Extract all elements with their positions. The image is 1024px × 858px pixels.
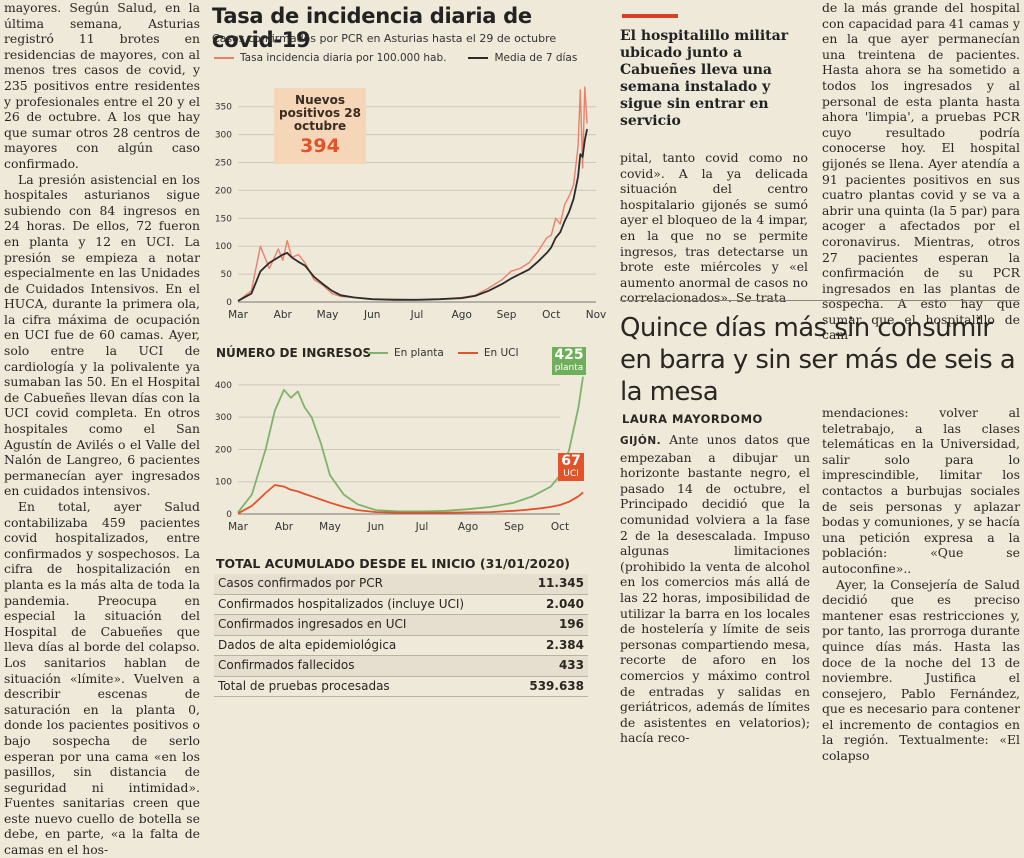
y-tick-label: 250 xyxy=(215,159,232,169)
incidence-chart: 0 50 100 150 200 250 300 350 Mar Abr May Jun Jul Ago S… xyxy=(215,86,607,321)
row-label: Dados de alta epidemiológica xyxy=(218,637,397,652)
series-line xyxy=(237,484,584,515)
article-author: LAURA MAYORDOMO xyxy=(622,412,763,426)
x-tick-label: Sep xyxy=(497,309,517,321)
table-row: Confirmados fallecidos 433 xyxy=(214,656,588,677)
admissions-chart-title: NÚMERO DE INGRESOS xyxy=(216,346,372,360)
paragraph: Ante unos datos que empezaban a dibujar … xyxy=(620,432,810,746)
y-tick-label: 400 xyxy=(215,381,232,391)
row-label: Total de pruebas procesadas xyxy=(218,678,390,693)
row-value: 11.345 xyxy=(537,576,584,590)
y-tick-label: 300 xyxy=(215,413,232,423)
row-value: 2.384 xyxy=(546,637,584,652)
series-line xyxy=(237,376,584,513)
x-tick-label: May xyxy=(319,521,341,533)
paragraph: de la más grande del hospital con capaci… xyxy=(822,0,1020,343)
paragraph: pital, tanto covid como no covid». A la … xyxy=(620,150,808,306)
y-tick-label: 100 xyxy=(215,478,232,488)
legend-swatch-avg xyxy=(468,57,489,59)
legend-label-planta: En planta xyxy=(394,347,444,359)
table-row: Total de pruebas procesadas 539.638 xyxy=(214,677,588,697)
row-value: 2.040 xyxy=(546,596,584,611)
new-positives-callout: Nuevos positivos 28 octubre 394 xyxy=(274,88,366,164)
row-value: 433 xyxy=(558,658,584,672)
y-tick-label: 300 xyxy=(215,131,232,141)
x-tick-label: Mar xyxy=(228,309,248,321)
row-label: Casos confirmados por PCR xyxy=(218,576,383,590)
uci-badge: 67 UCI xyxy=(558,453,584,481)
incidence-chart-subtitle: Casos confirmados por PCR en Asturias ha… xyxy=(212,32,557,45)
sidebar-accent-rule xyxy=(622,14,678,18)
x-tick-label: Nov xyxy=(586,309,607,321)
planta-badge: 425 planta xyxy=(552,347,586,375)
table-row: Dados de alta epidemiológica 2.384 xyxy=(214,636,588,656)
x-tick-label: Mar xyxy=(228,521,248,533)
x-tick-label: Ago xyxy=(458,521,478,533)
y-tick-label: 150 xyxy=(215,214,232,224)
dateline: GIJÓN. xyxy=(620,435,662,447)
x-tick-label: Jun xyxy=(363,309,380,321)
table-row: Confirmados hospitalizados (incluye UCI)… xyxy=(214,595,588,615)
charts-panel: Tasa de incidencia diaria de covid-19 Ca… xyxy=(208,0,608,697)
callout-value: 394 xyxy=(300,135,340,157)
paragraph: mendaciones: volver al teletrabajo, a la… xyxy=(822,405,1020,576)
legend-label-daily: Tasa incidencia diaria por 100.000 hab. xyxy=(240,52,447,64)
sidebar-headline: El hospitalillo militar ubicado junto a … xyxy=(620,28,789,129)
x-tick-label: Abr xyxy=(274,309,293,321)
y-tick-label: 200 xyxy=(215,186,232,196)
uci-badge-label: UCI xyxy=(563,469,579,479)
article-column-2: mendaciones: volver al teletrabajo, a la… xyxy=(822,405,1020,764)
row-label: Confirmados ingresados en UCI xyxy=(218,617,407,631)
legend-swatch-uci xyxy=(457,352,478,354)
table-row: Casos confirmados por PCR 11.345 xyxy=(214,574,588,595)
x-tick-label: Jul xyxy=(410,309,424,321)
x-tick-label: Ago xyxy=(452,309,472,321)
right-top-column: de la más grande del hospital con capaci… xyxy=(822,0,1020,343)
x-tick-label: Abr xyxy=(275,521,294,533)
section-divider xyxy=(620,300,1020,301)
legend-swatch-daily xyxy=(214,57,234,59)
callout-label: Nuevos positivos 28 octubre xyxy=(278,93,362,133)
legend-label-uci: En UCI xyxy=(483,347,519,359)
admissions-legend: En planta En UCI xyxy=(368,347,519,359)
paragraph: La presión asistencial en los hospitales… xyxy=(4,171,200,499)
paragraph: mayores. Según Salud, en la última seman… xyxy=(4,0,200,171)
planta-badge-value: 425 xyxy=(554,347,584,363)
sidebar-text-column: pital, tanto covid como no covid». A la … xyxy=(620,150,808,306)
article-headline: Quince días más sin consumir en barra y … xyxy=(620,313,1016,407)
total-table-title: TOTAL ACUMULADO DESDE EL INICIO (31/01/2… xyxy=(216,556,571,571)
row-label: Confirmados hospitalizados (incluye UCI) xyxy=(218,596,465,611)
legend-swatch-planta xyxy=(368,352,388,354)
x-tick-label: May xyxy=(317,309,339,321)
y-tick-label: 200 xyxy=(215,445,232,455)
y-tick-label: 0 xyxy=(226,510,232,520)
admissions-chart: 0 100 200 300 400 Mar Abr May Jun Jul Ago Sep Oct xyxy=(215,376,584,533)
y-tick-label: 0 xyxy=(226,298,232,308)
x-tick-label: Oct xyxy=(542,309,560,321)
y-tick-label: 350 xyxy=(215,103,232,113)
table-row: Confirmados ingresados en UCI 196 xyxy=(214,615,588,636)
paragraph: Ayer, la Consejería de Salud decidió que… xyxy=(822,576,1020,764)
x-tick-label: Jul xyxy=(415,521,429,533)
article-column-1: GIJÓN. Ante unos datos que empezaban a d… xyxy=(620,432,810,746)
incidence-chart-title: Tasa de incidencia diaria de covid-19 xyxy=(212,4,532,52)
left-article-column: mayores. Según Salud, en la última seman… xyxy=(4,0,200,858)
x-tick-label: Sep xyxy=(504,521,524,533)
total-table: Casos confirmados por PCR 11.345 Confirmad… xyxy=(214,574,588,697)
legend-label-avg: Media de 7 días xyxy=(494,52,578,64)
y-tick-label: 100 xyxy=(215,242,232,252)
y-tick-label: 50 xyxy=(221,270,233,280)
row-value: 196 xyxy=(558,617,584,631)
paragraph: En total, ayer Salud contabilizaba 459 p… xyxy=(4,499,200,858)
x-tick-label: Oct xyxy=(551,521,569,533)
row-value: 539.638 xyxy=(529,678,584,693)
x-tick-label: Jun xyxy=(367,521,384,533)
incidence-legend: Tasa incidencia diaria por 100.000 hab. … xyxy=(214,52,577,64)
series-line xyxy=(237,128,588,302)
row-label: Confirmados fallecidos xyxy=(218,658,355,672)
planta-badge-label: planta xyxy=(554,363,584,373)
uci-badge-value: 67 xyxy=(561,453,581,469)
